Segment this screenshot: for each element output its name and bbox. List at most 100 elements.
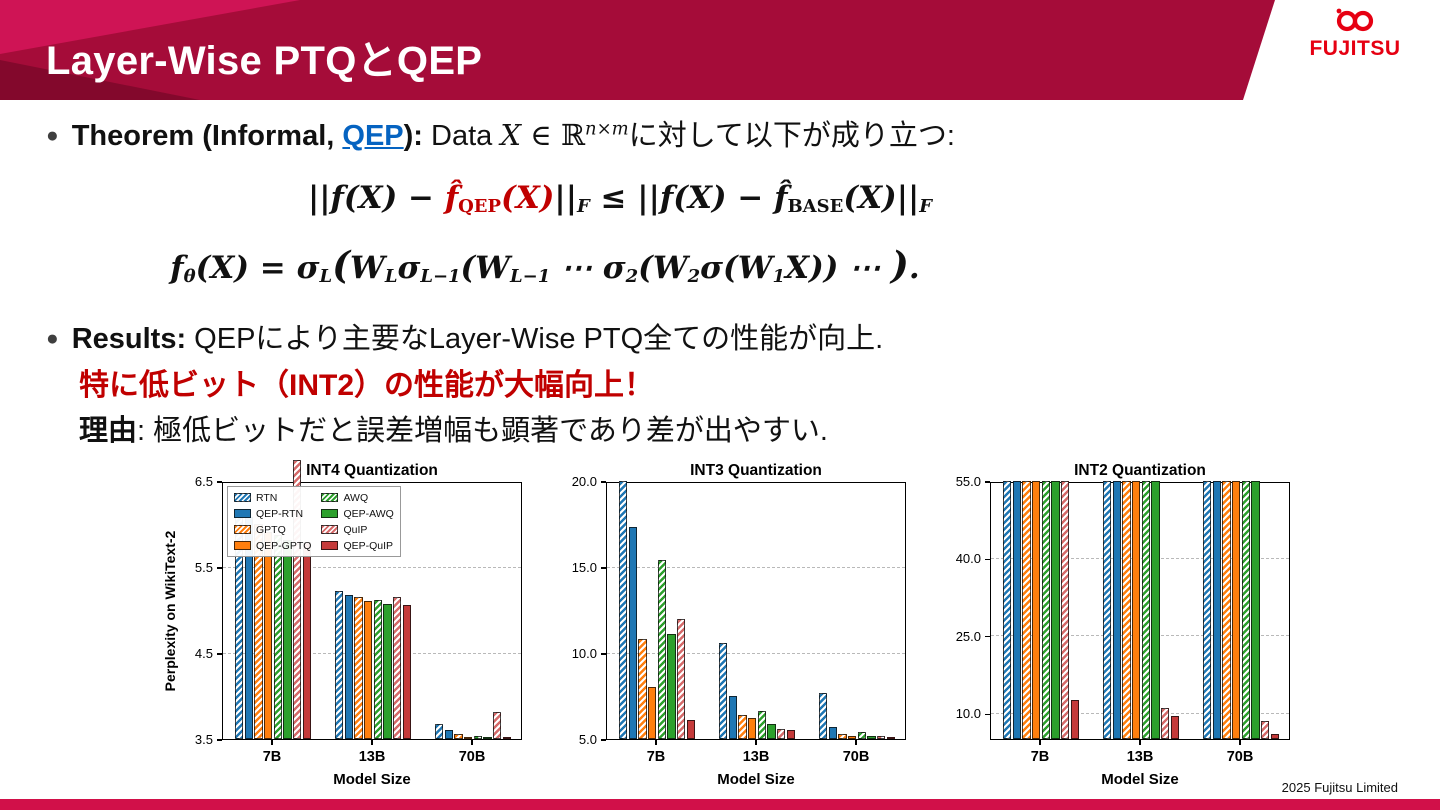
y-tick [217, 481, 222, 483]
fujitsu-symbol-icon [1336, 8, 1374, 32]
bar-quip [777, 728, 786, 739]
bar-qep-awq [867, 735, 876, 739]
bar-qep-quip [502, 737, 512, 739]
bar-awq [657, 560, 667, 739]
bar-qep-rtn [1012, 481, 1021, 739]
legend-item: RTN [234, 490, 311, 505]
legend-swatch [321, 493, 339, 502]
y-tick-label: 15.0 [571, 560, 597, 575]
fujitsu-logo: FUJITSU [1300, 8, 1410, 61]
results-line: ● Results: QEPにより主要なLayer-Wise PTQ全ての性能が向… [46, 320, 883, 358]
qep-link[interactable]: QEP [342, 120, 404, 152]
bar-awq [1241, 481, 1251, 739]
legend-item: AWQ [321, 490, 393, 505]
bar-qep-quip [402, 604, 412, 739]
x-tick [855, 740, 857, 745]
results-reason: 理由: 極低ビットだと誤差増幅も顕著であり差が出やすい. [79, 412, 828, 450]
fujitsu-wordmark: FUJITSU [1309, 37, 1401, 60]
x-tick-label: 13B [1126, 749, 1154, 765]
chart-plot-area [990, 481, 1290, 740]
bar-quip [1061, 481, 1070, 739]
x-tick-label: 70B [842, 749, 870, 765]
bar-gptq [838, 733, 847, 739]
y-tick [985, 481, 990, 483]
bar-awq [857, 732, 867, 739]
y-tick-label: 3.5 [194, 732, 213, 747]
y-tick-label: 25.0 [955, 628, 981, 644]
reason-text: : 極低ビットだと誤差増幅も顕著であり差が出やすい. [137, 415, 828, 447]
chart-xlabel: Model Size [1101, 771, 1179, 788]
legend-label: AWQ [343, 491, 369, 504]
chart-xlabel: Model Size [333, 771, 411, 788]
y-tick-label: 40.0 [955, 551, 981, 567]
x-tick-label: 7B [646, 749, 666, 765]
bar-rtn [718, 642, 728, 739]
y-tick-label: 6.5 [194, 474, 213, 489]
y-tick [217, 653, 222, 655]
gridline [223, 566, 521, 568]
legend-label: QEP-RTN [256, 507, 304, 520]
bar-qep-awq [283, 540, 292, 739]
bar-qep-rtn [728, 696, 737, 739]
bar-qep-gptq [363, 600, 373, 739]
reason-label: 理由 [79, 415, 138, 447]
y-tick [601, 567, 606, 569]
legend-swatch [234, 525, 251, 534]
bar-awq [373, 599, 383, 739]
x-tick [1039, 740, 1041, 745]
y-tick [217, 739, 222, 741]
x-tick-label: 70B [1226, 749, 1254, 765]
bar-rtn [1102, 481, 1112, 739]
legend-item: QEP-GPTQ [234, 538, 311, 553]
chart-plot-area: RTN QEP-RTN GPTQ QEP-GPTQ AWQ QEP-AWQ QuIP QEP-… [222, 459, 522, 740]
bar-qep-awq [1251, 481, 1260, 739]
x-tick-label: 13B [742, 749, 770, 765]
y-tick-label: 20.0 [571, 474, 597, 489]
chart-title: INT2 Quantization [1074, 462, 1206, 479]
chart-legend: RTN QEP-RTN GPTQ QEP-GPTQ AWQ QEP-AWQ QuIP QEP-… [227, 486, 401, 557]
y-tick [985, 558, 990, 561]
x-tick-label: 7B [1030, 749, 1050, 765]
chart-int2-quantization: INT2 Quantization 10.0 25.0 40.0 55.0 7B 13B 70… [938, 462, 1298, 802]
bar-quip [677, 618, 686, 739]
bar-awq [757, 711, 767, 739]
legend-label: QEP-GPTQ [256, 539, 312, 552]
bullet-icon: ● [46, 124, 59, 147]
chart-int3-quantization: INT3 Quantization 5.0 10.0 15.0 20.0 7B 13B 70B… [554, 462, 914, 802]
bar-qep-quip [1070, 700, 1080, 739]
bar-qep-awq [767, 723, 776, 739]
legend-label: GPTQ [256, 523, 286, 536]
x-tick [1239, 740, 1241, 745]
chart-xlabel: Model Size [717, 771, 795, 788]
bar-qep-awq [483, 737, 492, 739]
x-tick-label: 7B [262, 749, 282, 765]
theorem-label: Theorem (Informal, [71, 120, 343, 152]
formula-network-definition: fθ(X) = σL(WLσL−1(WL−1 ⋯ σ2(W2σ(W1X)) ⋯ … [170, 242, 920, 287]
bar-gptq [454, 733, 463, 739]
x-tick-label: 70B [458, 749, 486, 765]
legend-label: QuIP [343, 523, 368, 536]
legend-item: QEP-RTN [234, 506, 311, 521]
legend-swatch [321, 541, 339, 550]
charts-row: INT4 Quantization Perplexity on WikiText-… [158, 459, 1322, 806]
bar-quip [393, 597, 402, 739]
y-tick-label: 4.5 [194, 646, 213, 661]
bar-gptq [638, 639, 647, 739]
bar-qep-rtn [1212, 481, 1221, 739]
x-tick [1139, 740, 1141, 745]
bar-gptq [1222, 481, 1231, 739]
bar-qep-awq [1051, 481, 1060, 739]
formula-qep-error-bound: ||f(X) − f̂QEP(X)||F ≤ ||f(X) − f̂BASE(X… [307, 180, 933, 217]
bar-qep-gptq [263, 531, 273, 739]
x-tick [471, 740, 473, 745]
chart-int4-quantization: INT4 Quantization Perplexity on WikiText-… [158, 459, 530, 802]
bar-rtn [618, 481, 628, 739]
legend-item: QEP-QuIP [321, 538, 393, 553]
bar-gptq [1122, 481, 1131, 739]
results-highlight: 特に低ビット（INT2）の性能が大幅向上！ [79, 369, 655, 402]
results-text: QEPにより主要なLayer-Wise PTQ全ての性能が向上. [194, 323, 884, 355]
bar-qep-quip [1270, 733, 1280, 739]
bar-qep-quip [1170, 715, 1180, 739]
formula-qep-term: f̂QEP(X) [444, 180, 555, 217]
